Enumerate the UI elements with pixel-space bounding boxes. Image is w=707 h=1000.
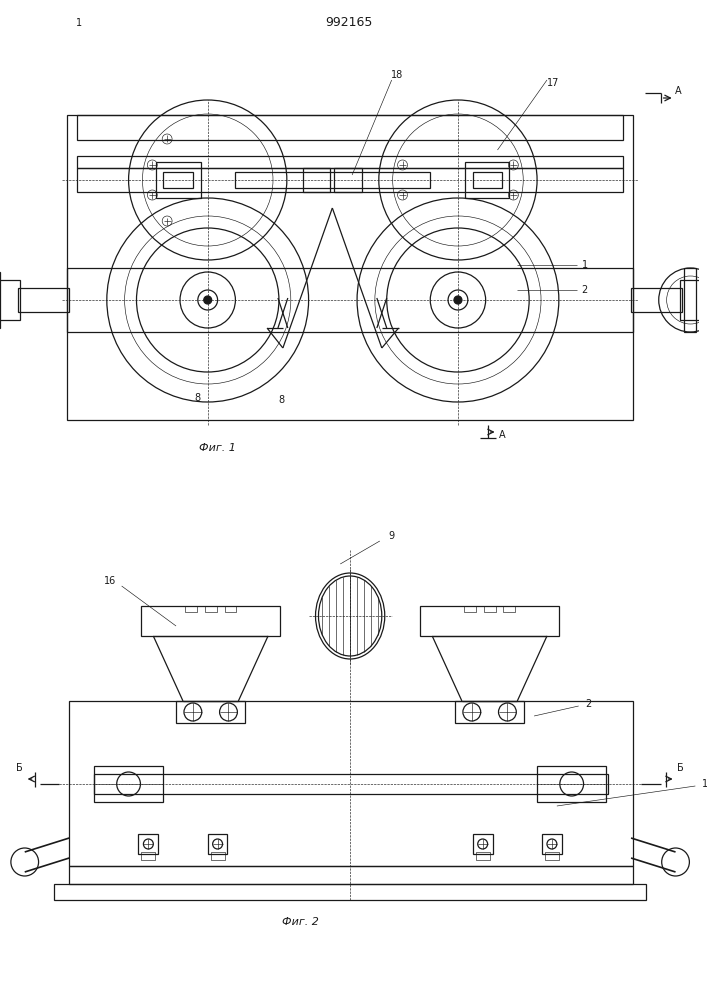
Bar [681, 280, 702, 320]
Text: A: A [499, 430, 506, 440]
Bar [537, 766, 607, 802]
Bar [631, 288, 682, 312]
Bar [473, 172, 503, 188]
Bar [303, 168, 330, 192]
Text: Б: Б [677, 763, 684, 773]
Bar [235, 172, 431, 188]
Bar [334, 168, 362, 192]
Bar [464, 606, 476, 612]
Bar [473, 834, 493, 854]
Text: Б: Б [16, 763, 23, 773]
Bar [69, 866, 633, 884]
Bar [77, 168, 623, 192]
Text: 992165: 992165 [325, 16, 373, 29]
Text: 1: 1 [581, 260, 588, 270]
Bar [465, 162, 509, 198]
Bar [185, 606, 197, 612]
Bar [700, 272, 707, 328]
Bar [455, 701, 524, 723]
Bar [484, 606, 496, 612]
Bar [69, 701, 633, 866]
Bar [542, 834, 562, 854]
Text: 1: 1 [702, 779, 707, 789]
Bar [77, 115, 623, 140]
Bar [211, 852, 225, 860]
Bar [225, 606, 236, 612]
Bar [94, 766, 163, 802]
Text: 8: 8 [194, 393, 201, 403]
Bar [0, 280, 20, 320]
Bar [18, 288, 69, 312]
Bar [176, 701, 245, 723]
Text: Фиг. 2: Фиг. 2 [282, 917, 319, 927]
Bar [141, 852, 156, 860]
Text: 18: 18 [390, 70, 403, 80]
Text: 9: 9 [389, 531, 395, 541]
Bar [503, 606, 515, 612]
Bar [141, 606, 280, 636]
Bar [545, 852, 559, 860]
Text: Фиг. 1: Фиг. 1 [199, 443, 236, 453]
Text: 1: 1 [76, 18, 82, 28]
Text: 2: 2 [585, 699, 592, 709]
Bar [421, 606, 559, 636]
Text: A: A [675, 86, 682, 96]
Bar [684, 268, 696, 332]
Bar [67, 115, 633, 420]
Text: 16: 16 [104, 576, 116, 586]
Bar [163, 172, 193, 188]
Text: 17: 17 [547, 78, 559, 88]
Bar [205, 606, 216, 612]
Text: 2: 2 [581, 285, 588, 295]
Circle shape [454, 296, 462, 304]
Bar [94, 774, 608, 794]
Bar [77, 156, 623, 168]
Bar [476, 852, 490, 860]
Bar [208, 834, 228, 854]
Bar [67, 268, 633, 332]
Bar [139, 834, 158, 854]
Bar [54, 884, 646, 900]
Circle shape [204, 296, 211, 304]
Text: 8: 8 [279, 395, 285, 405]
Bar [156, 162, 201, 198]
